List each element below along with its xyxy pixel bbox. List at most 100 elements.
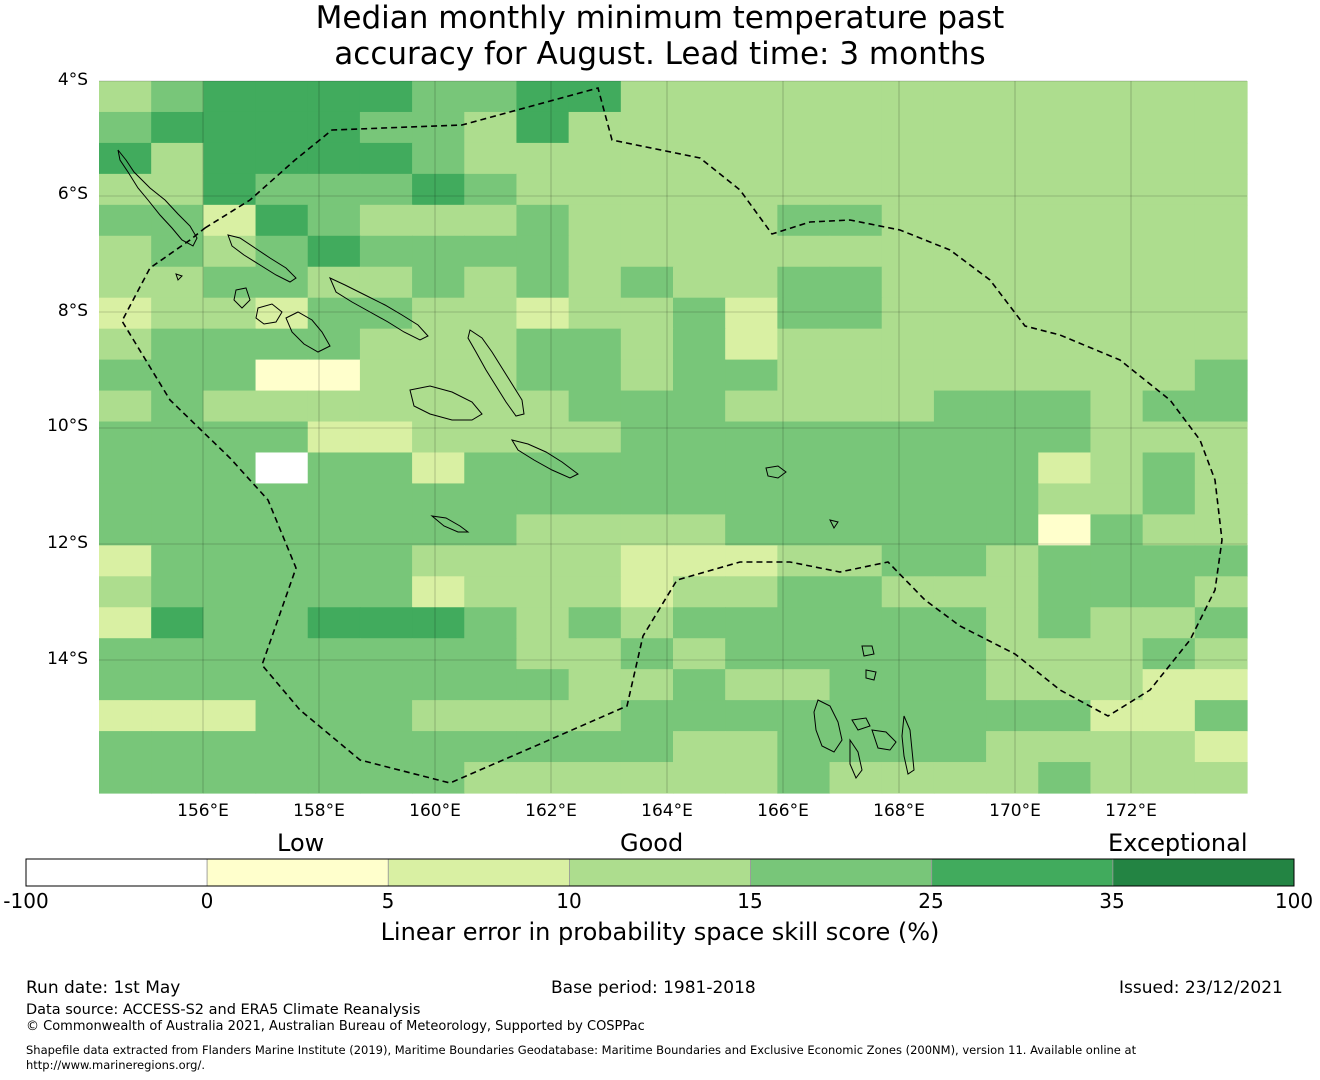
grid-cell [1038,142,1092,175]
grid-cell [673,514,726,546]
grid-cell [986,576,1039,608]
grid-cell [203,173,257,206]
grid-cell [307,700,361,732]
grid-cell [516,483,570,515]
grid-cell [725,452,778,485]
grid-cell [620,762,674,794]
grid-cell [464,359,518,392]
grid-cell [881,483,935,515]
grid-cell [933,483,987,515]
grid-cell [620,328,674,361]
grid-cell [829,607,883,639]
grid-cell [516,731,570,763]
island-small-1 [175,273,183,281]
grid-cell [933,545,987,577]
grid-cell [725,421,778,454]
grid-cell [307,731,361,763]
grid-cell [203,700,257,732]
grid-cell [151,421,204,454]
skill-score-map [99,80,1248,794]
grid-cell [1194,607,1248,639]
grid-cell [568,607,622,639]
grid-cell [933,700,987,732]
grid-cell [986,81,1039,113]
grid-cell [307,762,361,794]
grid-cell [151,762,204,794]
colorbar-segment [931,858,1114,887]
grid-cell [1038,421,1092,454]
colorbar-segments [25,858,1295,887]
grid-cell [99,545,152,577]
title-line-1: Median monthly minimum temperature past [315,0,1005,36]
grid-cell [516,204,570,237]
grid-cell [881,297,935,330]
grid-cell [568,328,622,361]
grid-cell [1038,669,1092,701]
grid-cell [881,452,935,485]
grid-cell [1038,700,1092,732]
grid-cell [1090,266,1144,299]
grid-cell [725,390,778,423]
grid-cell [203,669,257,701]
grid-cell [99,266,152,299]
grid-cell [777,297,831,330]
grid-cell [151,359,204,392]
grid-cell [881,390,935,423]
grid-cell [412,421,465,454]
grid-cell [307,483,361,515]
grid-cell [829,576,883,608]
island-new-georgia [255,303,283,325]
grid-cell [933,359,987,392]
grid-cell [255,173,309,206]
grid-cell [725,731,778,763]
grid-cell [620,297,674,330]
colorbar-segment [387,858,570,887]
grid-cell [464,576,518,608]
grid-cell [777,452,831,485]
lat-label: 8°S [57,301,88,321]
grid-cell [777,607,831,639]
grid-cell [673,421,726,454]
grid-cell [151,483,204,515]
grid-cell [673,235,726,268]
grid-cell [933,111,987,144]
grid-cell [1090,390,1144,423]
grid-cell [829,111,883,144]
grid-cell [1194,700,1248,732]
grid-cell [986,235,1039,268]
grid-cell [673,700,726,732]
grid-cell [516,297,570,330]
grid-cell [255,204,309,237]
grid-cell [151,607,204,639]
grid-cell [516,514,570,546]
grid-cell [1038,359,1092,392]
chart-title: Median monthly minimum temperature past … [0,0,1320,72]
grid-cell [777,359,831,392]
grid-cell [620,452,674,485]
grid-cell [986,359,1039,392]
island-vella-lavella [233,287,251,309]
grid-cell [255,545,309,577]
grid-cell [986,390,1039,423]
grid-cell [725,266,778,299]
grid-cell [1038,452,1092,485]
island-ndeni [765,465,787,479]
grid-cell [99,81,152,113]
grid-cell [933,142,987,175]
grid-cell [829,173,883,206]
grid-cell [255,483,309,515]
colorbar-segment [25,858,208,887]
grid-cell [829,266,883,299]
grid-cell [255,390,309,423]
grid-cell [725,607,778,639]
grid-cell [620,421,674,454]
grid-cell [933,81,987,113]
grid-cell [151,266,204,299]
grid-cell [412,235,465,268]
grid-cell [359,452,413,485]
grid-cell [1038,576,1092,608]
grid-cell [307,266,361,299]
grid-cell [359,297,413,330]
colorbar-segment [1112,858,1295,887]
skill-grid-cells [99,81,1248,794]
